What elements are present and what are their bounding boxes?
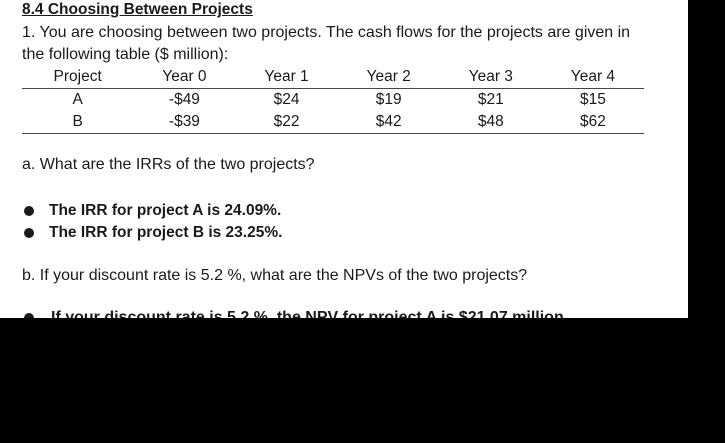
table-cell: $21 — [477, 91, 504, 108]
table-cell: $42 — [337, 111, 440, 134]
part-b-question: b. If your discount rate is 5.2 %, what … — [22, 267, 528, 284]
cash-flow-table: Project Year 0 Year 1 Year 2 Year 3 Year… — [22, 66, 644, 134]
table-cell: $19 — [375, 91, 402, 108]
section-heading: 8.4 Choosing Between Projects — [22, 1, 253, 18]
bullet-icon — [24, 312, 34, 318]
irr-answer-b: The IRR for project B is 23.25%. — [22, 222, 282, 244]
table-header-row: Project Year 0 Year 1 Year 2 Year 3 Year… — [22, 66, 644, 89]
column-header: Year 3 — [439, 66, 542, 89]
column-header: Year 1 — [235, 66, 338, 89]
table-cell: A — [72, 91, 83, 108]
column-header: Year 4 — [541, 66, 644, 89]
column-header: Year 0 — [133, 66, 236, 89]
table-cell: $24 — [273, 91, 300, 108]
question-text: 1. You are choosing between two projects… — [22, 24, 631, 63]
table-cell: -$39 — [133, 111, 236, 134]
npv-answer-partial: If your discount rate is 5.2 %, the NPV … — [22, 309, 564, 318]
column-header: Project — [22, 66, 134, 89]
table-cell: $22 — [235, 111, 338, 134]
table-cell: $62 — [541, 111, 644, 134]
npv-answer-text: If your discount rate is 5.2 %, the NPV … — [51, 309, 564, 318]
table-row: A -$49 $24 $19 $21 $15 — [22, 89, 644, 112]
column-header: Year 2 — [337, 66, 440, 89]
table-cell: -$49 — [168, 91, 200, 108]
table-cell: B — [22, 111, 134, 134]
irr-answer-list: The IRR for project A is 24.09%. The IRR… — [22, 200, 282, 244]
irr-answer-a: The IRR for project A is 24.09%. — [22, 200, 282, 222]
table-cell: $48 — [439, 111, 542, 134]
document-page: 8.4 Choosing Between Projects 1. You are… — [0, 0, 688, 318]
table-row: B -$39 $22 $42 $48 $62 — [22, 111, 644, 134]
part-a-question: a. What are the IRRs of the two projects… — [22, 156, 315, 173]
table-cell: $15 — [579, 91, 606, 108]
